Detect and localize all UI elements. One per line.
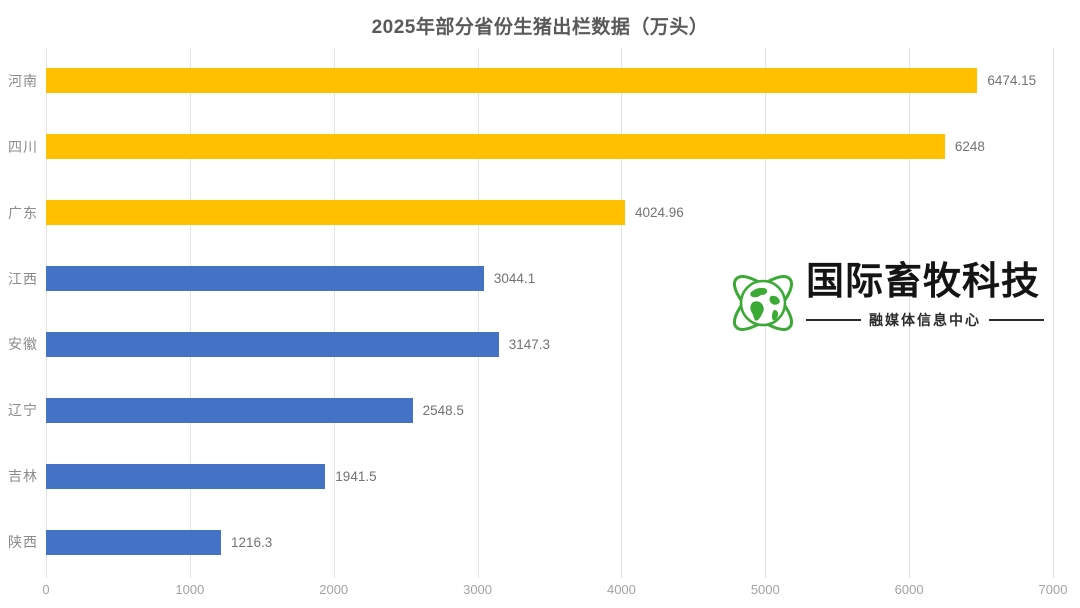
divider-line	[806, 318, 861, 321]
x-tick-label: 6000	[894, 582, 924, 597]
gridline	[621, 48, 623, 578]
gridline	[1053, 48, 1054, 578]
bar-value-label: 3147.3	[508, 336, 551, 352]
category-label: 江西	[8, 270, 38, 287]
category-label: 河南	[8, 72, 38, 89]
x-tick-label: 0	[42, 582, 50, 597]
x-axis-tick-labels: 0 1000 2000 3000 4000 5000 6000 7000	[42, 582, 1067, 600]
bar-value-label: 4024.96	[635, 205, 684, 221]
brand-subtitle: 融媒体信息中心	[869, 311, 981, 328]
bar-value-label: 6248	[954, 139, 985, 155]
bar-row: 6248	[46, 114, 1053, 180]
plot-area: 6474.15 6248 4024.96 3044.1 3147.3 2548.…	[46, 48, 1053, 575]
bar-value-label: 3044.1	[493, 271, 536, 287]
bar	[46, 134, 945, 160]
x-tick-label: 3000	[463, 582, 493, 597]
bar-row: 2548.5	[46, 377, 1053, 443]
category-label: 四川	[8, 138, 38, 155]
y-axis-category-labels: 河南 四川 广东 江西 安徽 辽宁 吉林 陕西	[0, 48, 38, 575]
bar	[46, 266, 484, 292]
bar	[46, 200, 626, 226]
x-tick-label: 1000	[175, 582, 205, 597]
x-tick-label: 7000	[1038, 582, 1068, 597]
brand-name: 国际畜牧科技	[806, 261, 1041, 303]
bar-row: 4024.96	[46, 180, 1053, 246]
bar-row: 6474.15	[46, 48, 1053, 114]
category-label: 吉林	[8, 468, 38, 485]
bar	[46, 331, 499, 357]
x-tick-label: 2000	[319, 582, 349, 597]
gridline	[46, 48, 47, 578]
brand-subline: 融媒体信息中心	[806, 310, 1044, 330]
bar	[46, 68, 978, 94]
bar-row: 1941.5	[46, 443, 1053, 509]
category-label: 陕西	[8, 534, 38, 551]
gridline	[909, 48, 911, 578]
bar-value-label: 6474.15	[987, 73, 1037, 89]
bar-value-label: 1216.3	[230, 534, 273, 550]
category-label: 安徽	[8, 336, 38, 353]
bar	[46, 529, 221, 555]
gridline	[333, 48, 335, 578]
gridline	[189, 48, 191, 578]
bar-row: 1216.3	[46, 509, 1053, 575]
chart-title: 2025年部分省份生猪出栏数据（万头）	[371, 17, 709, 38]
x-tick-label: 4000	[606, 582, 636, 597]
bar	[46, 463, 326, 489]
bar-row: 3044.1	[46, 246, 1053, 312]
bar-value-label: 2548.5	[422, 402, 464, 418]
bar-row: 3147.3	[46, 312, 1053, 378]
gridline	[477, 48, 479, 578]
x-tick-label: 5000	[750, 582, 780, 597]
watermark-logo: 国际畜牧科技 融媒体信息中心	[724, 261, 1044, 348]
category-label: 辽宁	[8, 402, 38, 419]
bar-value-label: 1941.5	[335, 468, 377, 484]
divider-line	[989, 318, 1044, 321]
category-label: 广东	[8, 204, 38, 221]
brand-block: 国际畜牧科技 融媒体信息中心	[806, 261, 1044, 330]
globe-orbit-icon	[724, 262, 802, 344]
bar	[46, 397, 413, 423]
